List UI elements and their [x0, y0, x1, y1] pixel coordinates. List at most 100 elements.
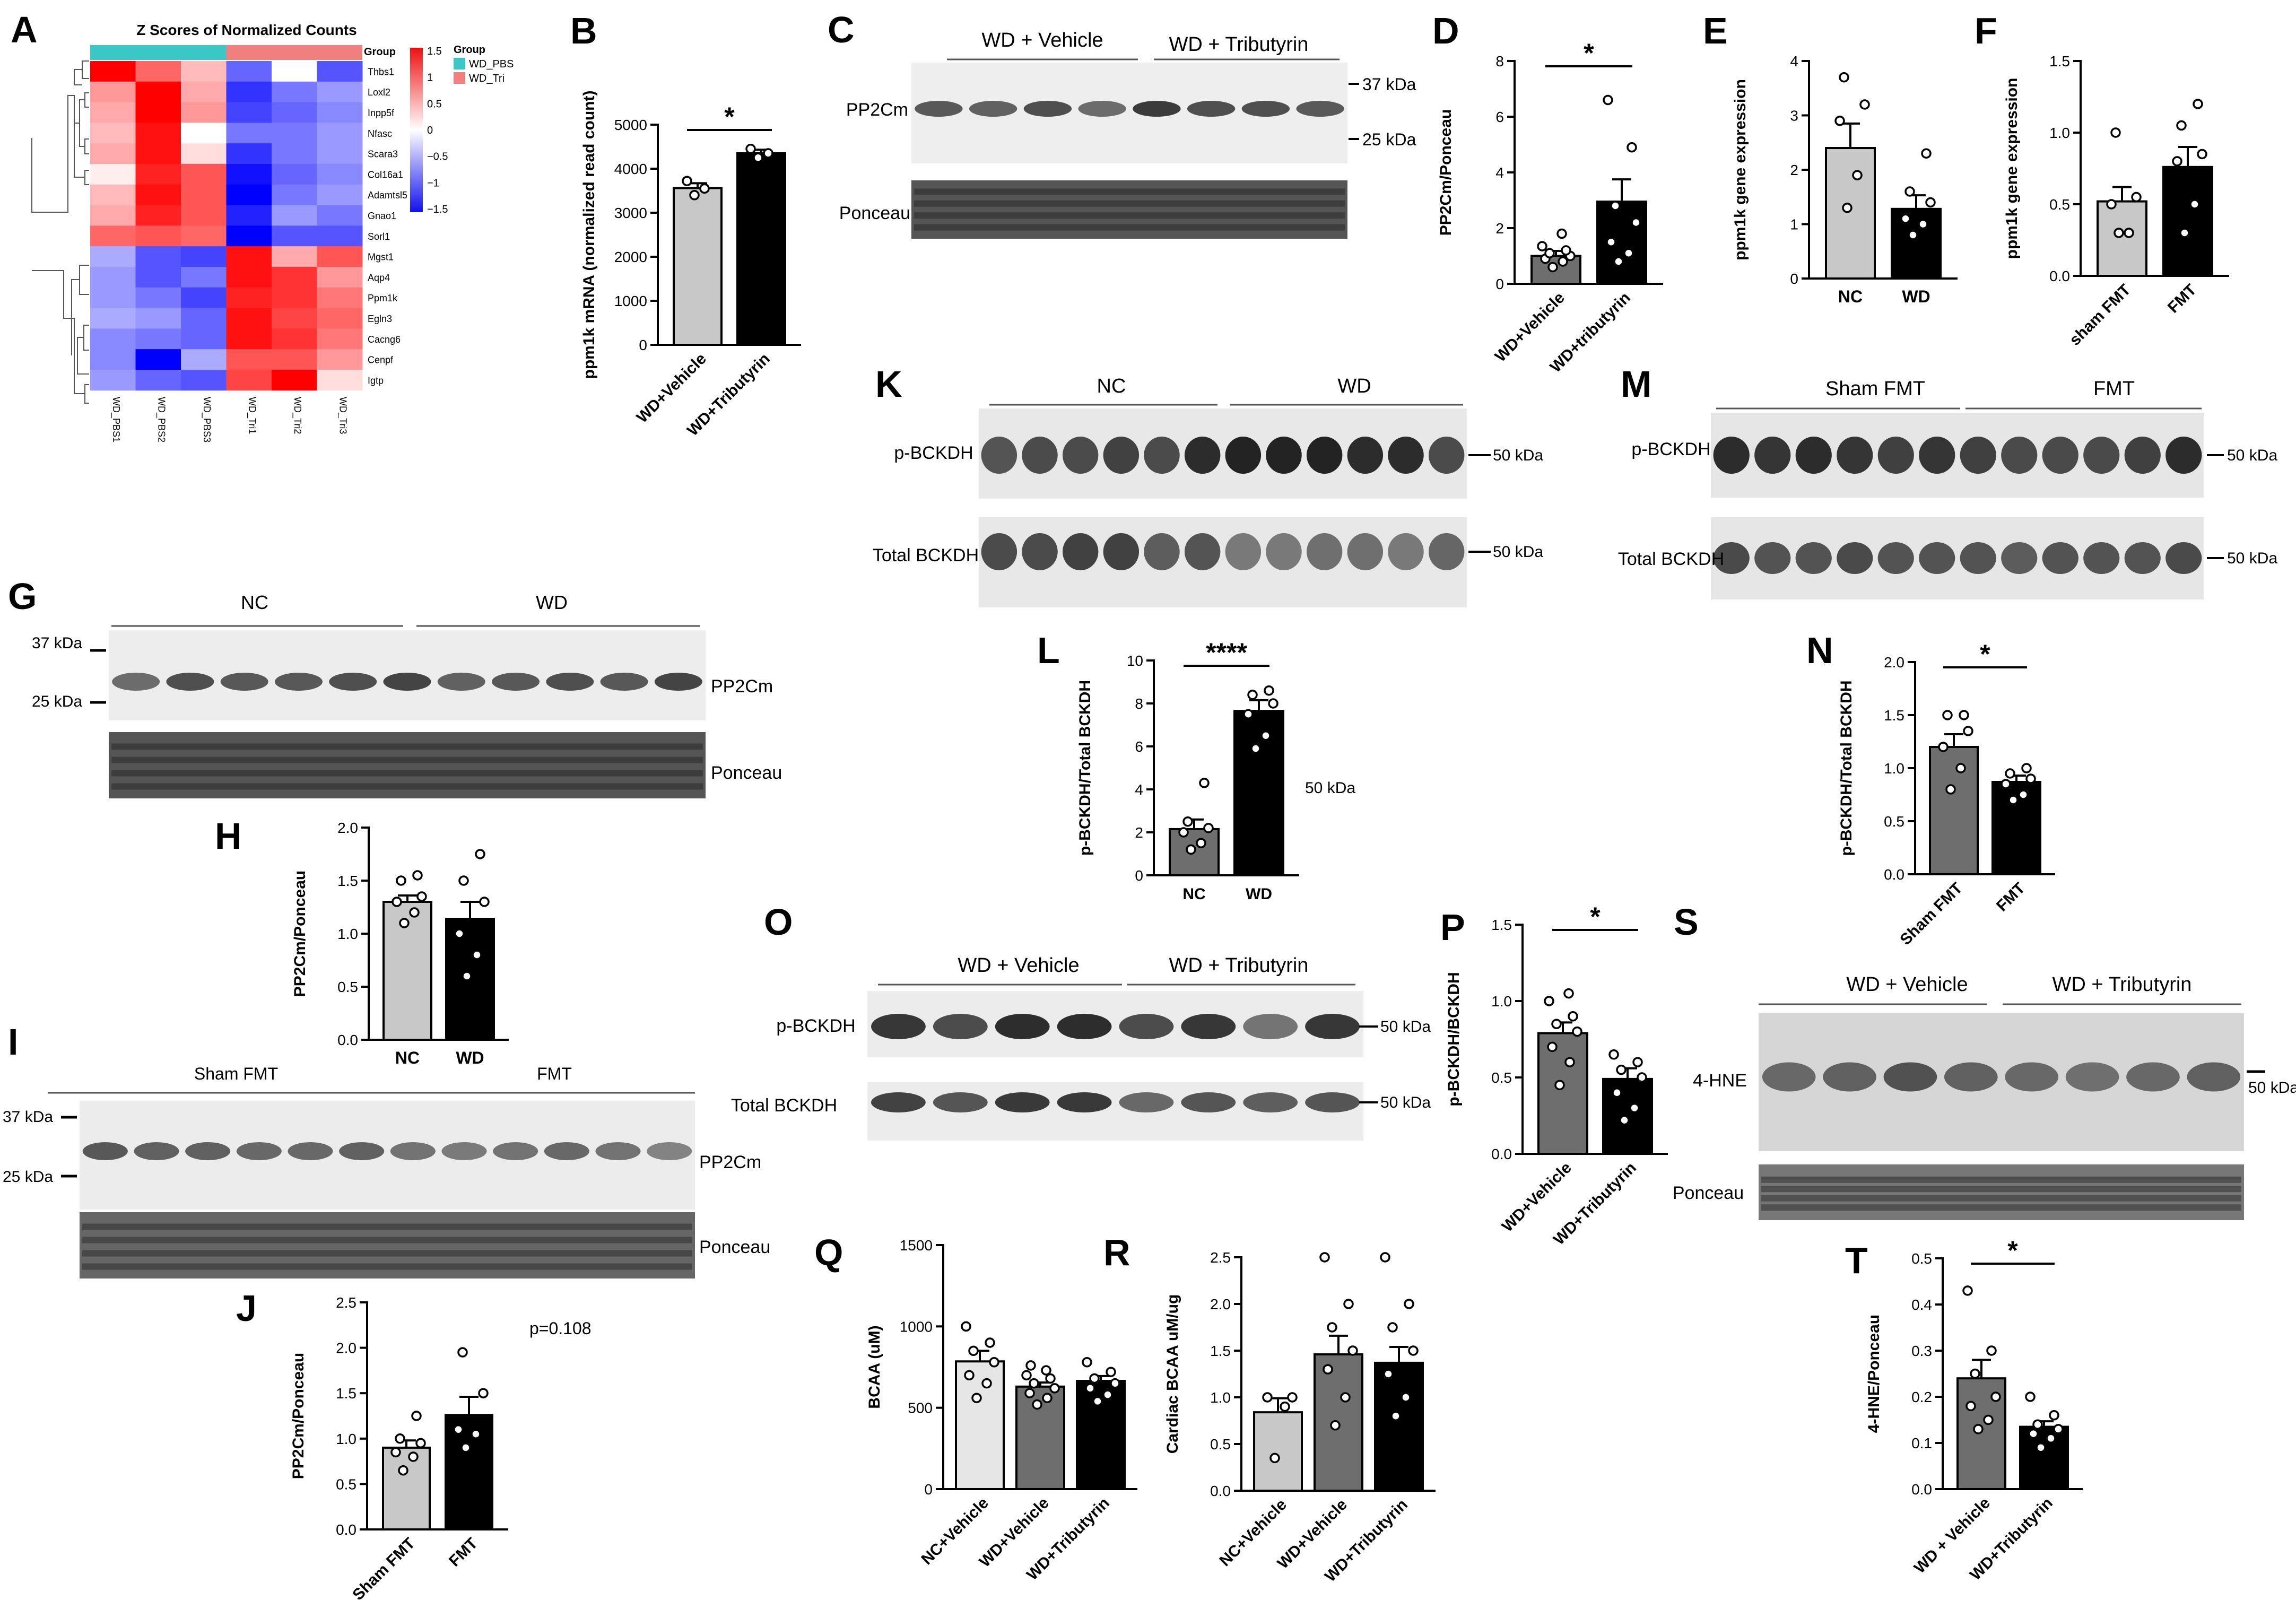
blot-band — [339, 1142, 385, 1160]
x-tick-label: WD — [456, 1048, 484, 1067]
blot-K-group-1: NC — [1097, 375, 1126, 397]
bar — [955, 1360, 1005, 1490]
y-tick-label: 2.5 — [336, 1294, 356, 1311]
bar — [445, 1414, 493, 1531]
heatmap-cell — [226, 370, 272, 391]
blot-band — [1022, 437, 1058, 474]
blot-K-marker-2: 50 kDa — [1493, 543, 1543, 561]
y-axis-label: p-BCKDH/Total BCKDH — [1838, 680, 1855, 856]
data-point — [1049, 1383, 1060, 1394]
blot-band — [1877, 542, 1914, 574]
blot-band — [1347, 533, 1384, 570]
bar — [2097, 200, 2147, 277]
data-point — [1544, 248, 1555, 258]
data-point — [1629, 1102, 1640, 1114]
blot-band — [1960, 542, 1996, 574]
blot-band — [995, 1092, 1050, 1112]
data-point — [1383, 1369, 1394, 1379]
heatmap-cell — [272, 143, 317, 164]
blot-band — [933, 1092, 988, 1112]
blot-band — [2005, 1062, 2059, 1092]
blot-band — [981, 437, 1017, 474]
data-point — [458, 875, 469, 886]
blot-M-pbckdh-bands — [1713, 437, 2202, 474]
y-tick-label: 1.5 — [1884, 707, 1904, 724]
blot-band — [329, 673, 377, 691]
data-point — [763, 148, 773, 159]
data-point — [399, 918, 410, 928]
blot-band — [1144, 437, 1180, 474]
bar — [1596, 201, 1647, 285]
data-point — [1186, 844, 1196, 855]
panel-C: C WD + Vehicle WD + Tributyrin PP2Cm Pon… — [828, 9, 1416, 239]
gene-label: Aqp4 — [368, 272, 390, 283]
data-point — [1556, 228, 1567, 239]
blot-K-total-membrane — [979, 517, 1467, 607]
data-point — [2110, 127, 2121, 138]
data-point — [981, 1378, 992, 1389]
heatmap-cell — [181, 205, 227, 226]
data-point — [1558, 256, 1568, 267]
blot-S-marker: 50 kDa — [2248, 1079, 2296, 1097]
y-tick-label: 2 — [1495, 220, 1504, 237]
data-point — [1561, 245, 1571, 256]
data-point — [396, 875, 406, 886]
heatmap-cell — [226, 287, 272, 309]
data-point — [411, 1411, 422, 1421]
heatmap-cell — [181, 81, 227, 103]
heatmap-cell — [226, 225, 272, 247]
data-point — [1330, 1420, 1341, 1431]
x-tick-label: NC — [1838, 287, 1863, 306]
data-point — [2124, 228, 2134, 238]
heatmap-cell — [181, 102, 227, 123]
blot-S-label-4hne: 4-HNE — [1693, 1071, 1747, 1091]
data-point — [416, 891, 427, 902]
row-dendrogram — [31, 60, 89, 404]
blot-C-bands — [915, 101, 1344, 117]
ponceau-band — [914, 188, 1345, 195]
data-point — [1986, 1345, 1997, 1356]
gene-labels: Thbs1 Loxl2 Inpp5f Nfasc Scara3 Col16a1 Adamts… — [368, 66, 407, 386]
y-tick-label: 4 — [1495, 164, 1504, 181]
data-point — [1631, 217, 1641, 228]
blot-I-label-ponceau: Ponceau — [699, 1237, 770, 1257]
p-value-annotation: p=0.108 — [529, 1319, 592, 1338]
panel-letter-G: G — [8, 576, 37, 617]
y-tick-label: 0.5 — [336, 1476, 356, 1492]
y-tick-label: 4 — [1135, 781, 1143, 798]
y-tick-label: 1.0 — [1491, 993, 1512, 1010]
blot-M-marker-1: 50 kDa — [2227, 447, 2277, 464]
data-point — [1990, 1391, 2001, 1402]
blot-I-label-pp2cm: PP2Cm — [699, 1152, 761, 1172]
blot-band — [1837, 542, 1873, 574]
data-point — [1408, 1345, 1419, 1356]
data-point — [1627, 142, 1637, 153]
gene-label: Mgst1 — [368, 252, 394, 263]
blot-I-ponceau-membrane — [80, 1212, 695, 1278]
colorbar-tick: −1 — [427, 177, 439, 189]
heatmap-cell — [181, 349, 227, 370]
y-tick-label: 0.0 — [2049, 268, 2070, 284]
data-point — [1203, 823, 1214, 833]
data-point — [1089, 1373, 1100, 1384]
heatmap-cells — [90, 61, 363, 391]
heatmap-cell — [317, 370, 363, 391]
heatmap-cell — [135, 102, 181, 123]
blot-band — [981, 533, 1017, 570]
heatmap-cell — [272, 61, 317, 82]
heatmap-cell — [317, 328, 363, 350]
y-tick-label: 3 — [1790, 108, 1798, 124]
legend-label-wd-pbs: WD_PBS — [469, 58, 514, 70]
heatmap-cell — [181, 267, 227, 288]
data-point — [2114, 228, 2124, 238]
blot-C-group-1: WD + Vehicle — [981, 29, 1103, 51]
heatmap-cell — [90, 81, 136, 103]
blot-band — [2065, 1062, 2119, 1092]
blot-band — [274, 673, 323, 691]
ponceau-band — [111, 743, 703, 750]
data-point — [1045, 1373, 1056, 1384]
bar — [1825, 147, 1876, 280]
panel-letter-F: F — [1975, 10, 1997, 51]
data-point — [1637, 1072, 1647, 1083]
data-point — [2005, 768, 2015, 779]
